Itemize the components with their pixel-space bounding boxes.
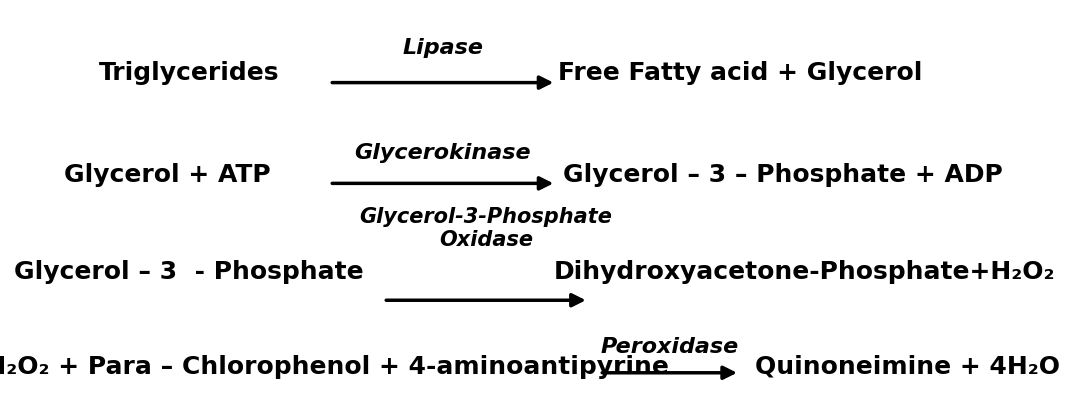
Text: Glycerol + ATP: Glycerol + ATP (64, 163, 271, 187)
Text: Dihydroxyacetone-Phosphate+H₂O₂: Dihydroxyacetone-Phosphate+H₂O₂ (554, 260, 1055, 284)
Text: Quinoneimine + 4H₂O: Quinoneimine + 4H₂O (755, 355, 1059, 379)
Text: Glycerol – 3  - Phosphate: Glycerol – 3 - Phosphate (14, 260, 364, 284)
Text: 2H₂O₂ + Para – Chlorophenol + 4-aminoantipyrine: 2H₂O₂ + Para – Chlorophenol + 4-aminoant… (0, 355, 669, 379)
Text: Peroxidase: Peroxidase (600, 337, 739, 357)
Text: Free Fatty acid + Glycerol: Free Fatty acid + Glycerol (557, 60, 922, 85)
Text: Lipase: Lipase (402, 38, 484, 58)
Text: Triglycerides: Triglycerides (98, 60, 280, 85)
Text: Glycerol – 3 – Phosphate + ADP: Glycerol – 3 – Phosphate + ADP (563, 163, 1003, 187)
Text: Glycerokinase: Glycerokinase (354, 143, 531, 163)
Text: Glycerol-3-Phosphate
Oxidase: Glycerol-3-Phosphate Oxidase (360, 207, 612, 250)
